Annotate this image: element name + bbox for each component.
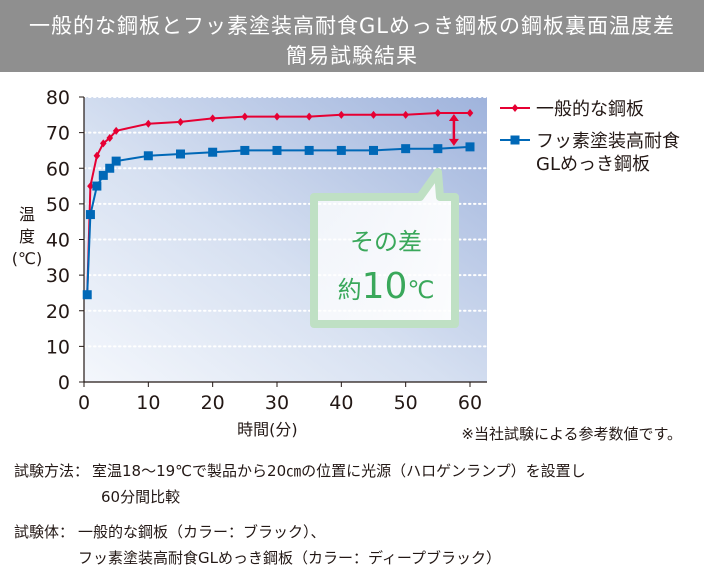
difference-arrow-head-top <box>448 114 459 122</box>
x-axis-title: 時間(分) <box>237 420 298 439</box>
y-axis-title-2: 度 <box>19 227 35 246</box>
series-1-point-10 <box>272 145 282 155</box>
title-banner: 一般的な鋼板とフッ素塗装高耐食GLめっき鋼板の鋼板裏面温度差 簡易試験結果 <box>0 0 704 72</box>
specimen-line1: 一般的な鋼板（カラー：ブラック）、 <box>78 523 326 541</box>
y-axis-title-3: (℃) <box>12 249 42 268</box>
x-tick-label-50: 50 <box>394 392 418 414</box>
legend-marker-0 <box>511 104 519 112</box>
series-1-point-9 <box>240 145 250 155</box>
series-0-point-1 <box>87 182 94 191</box>
series-0-point-8 <box>209 114 216 123</box>
series-1-point-15 <box>433 144 443 154</box>
series-0-point-10 <box>273 112 281 121</box>
series-1-point-16 <box>465 142 475 152</box>
series-1-point-13 <box>369 145 378 155</box>
series-1-point-8 <box>208 147 218 157</box>
legend-label-1-1: GLめっき鋼板 <box>536 154 650 175</box>
y-tick-label-60: 60 <box>46 158 70 180</box>
series-0-point-5 <box>112 126 120 135</box>
y-tick-label-30: 30 <box>46 265 70 287</box>
y-tick-label-0: 0 <box>58 372 70 394</box>
series-0-point-7 <box>177 117 184 126</box>
series-1-point-11 <box>304 145 314 155</box>
method-label: 試験方法： <box>14 462 90 480</box>
series-0-point-14 <box>402 110 409 119</box>
footnote: ※当社試験による参考数値です。 <box>461 425 682 443</box>
y-tick-label-20: 20 <box>46 301 70 323</box>
x-tick-label-60: 60 <box>458 392 482 414</box>
series-0-point-12 <box>338 110 345 119</box>
series-1-point-6 <box>143 151 153 161</box>
x-tick-label-40: 40 <box>329 392 353 414</box>
chart-subtitle: 簡易試験結果 <box>286 44 418 68</box>
series-0-point-3 <box>100 139 107 148</box>
series-0-point-11 <box>305 112 313 121</box>
x-tick-label-30: 30 <box>265 392 289 414</box>
series-0-point-2 <box>93 151 101 160</box>
difference-arrow-head-bottom <box>448 138 459 146</box>
callout-bubble <box>310 168 459 328</box>
y-axis-title-1: 温 <box>19 205 35 224</box>
x-tick-label-20: 20 <box>201 392 225 414</box>
series-1-point-2 <box>92 181 102 191</box>
series-0-point-16 <box>466 109 474 118</box>
legend-marker-1 <box>510 135 520 145</box>
callout-line1: その差 <box>350 228 422 256</box>
x-tick-label-10: 10 <box>136 392 160 414</box>
y-tick-label-80: 80 <box>46 87 70 109</box>
series-1-point-12 <box>336 145 346 155</box>
x-tick-label-0: 0 <box>78 392 90 414</box>
specimen-label: 試験体： <box>14 523 75 541</box>
method-line2: 60分間比較 <box>101 488 181 506</box>
series-1-point-14 <box>401 144 411 154</box>
series-1-point-5 <box>111 156 121 166</box>
y-tick-label-10: 10 <box>46 336 70 358</box>
y-tick-label-50: 50 <box>46 194 70 216</box>
legend-label-0-0: 一般的な鋼板 <box>536 99 644 120</box>
series-1-point-4 <box>105 163 115 173</box>
series-0-point-6 <box>145 119 152 128</box>
chart-title: 一般的な鋼板とフッ素塗装高耐食GLめっき鋼板の鋼板裏面温度差 <box>29 14 675 38</box>
callout-prefix: 約 <box>338 276 362 304</box>
series-1-point-7 <box>176 149 185 159</box>
series-1-point-1 <box>85 210 95 220</box>
series-0-point-13 <box>370 110 377 119</box>
specimen-line2: フッ素塗装高耐食GLめっき鋼板（カラー：ディープブラック） <box>78 549 502 567</box>
series-0-point-9 <box>241 112 249 121</box>
series-0-point-4 <box>106 133 114 142</box>
series-0-point-15 <box>434 109 442 118</box>
y-tick-label-70: 70 <box>46 123 70 145</box>
legend-label-1-0: フッ素塗装高耐食 <box>536 130 680 152</box>
series-1-point-0 <box>82 290 92 300</box>
series-1-point-3 <box>98 170 108 180</box>
callout-number: 10 <box>362 266 408 307</box>
callout-unit: ℃ <box>407 276 434 304</box>
callout-line2: 約10℃ <box>338 266 435 307</box>
y-tick-label-40: 40 <box>46 230 70 252</box>
method-line1: 室温18～19℃で製品から20㎝の位置に光源（ハロゲンランプ）を設置し <box>92 462 586 480</box>
